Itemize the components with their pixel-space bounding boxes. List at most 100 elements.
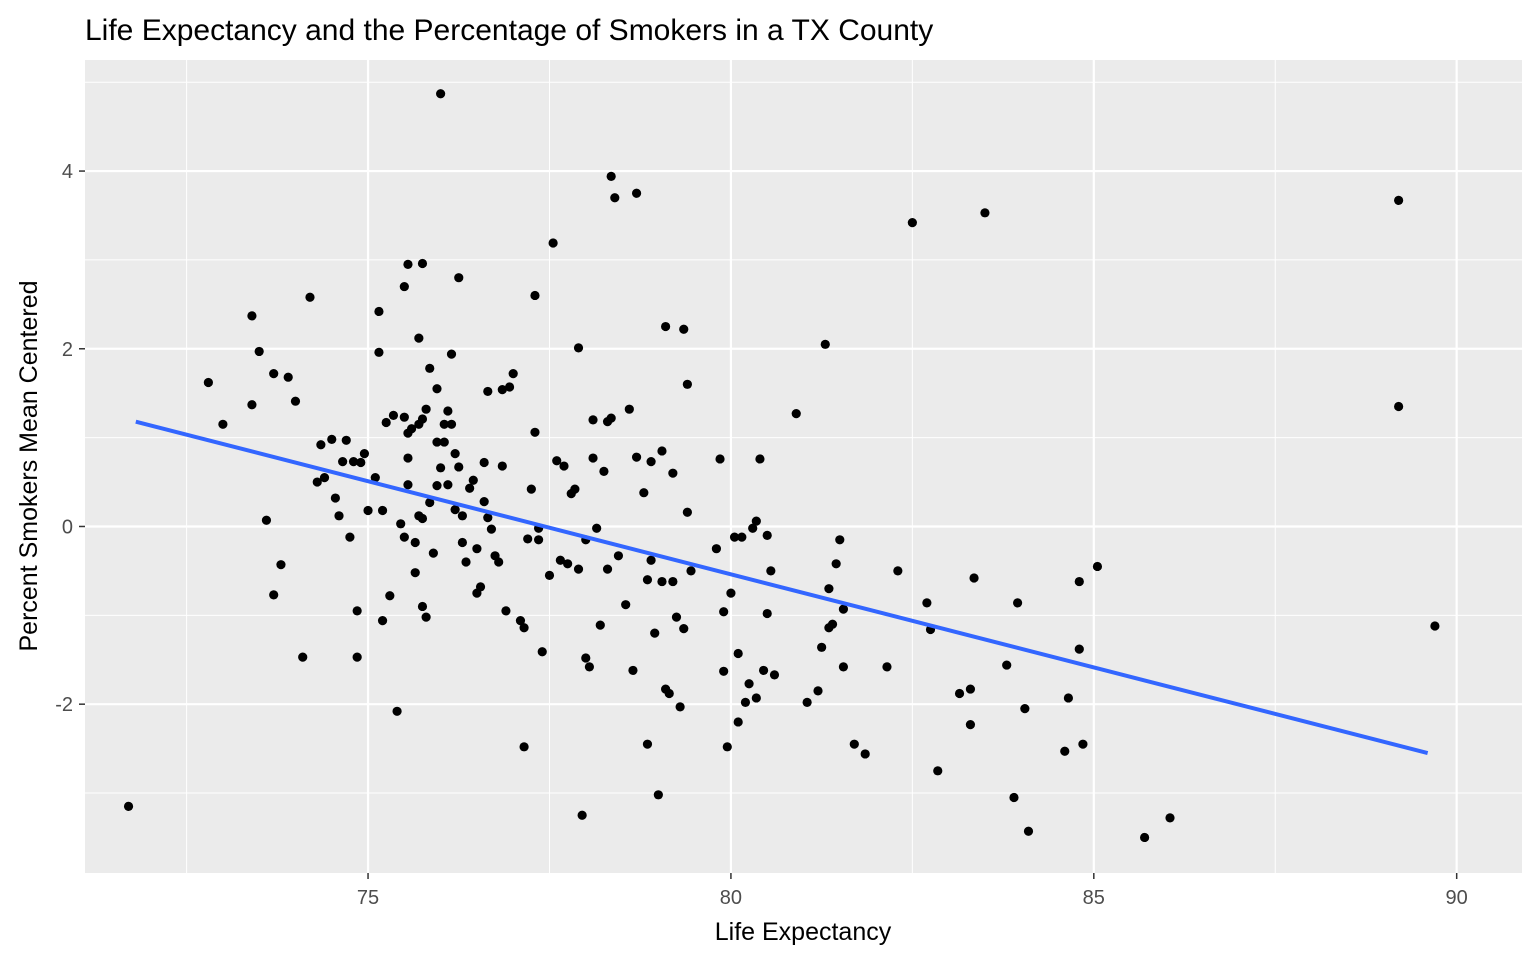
data-point	[646, 457, 656, 467]
data-point	[737, 532, 747, 542]
data-point	[276, 560, 286, 570]
data-point	[642, 575, 653, 585]
data-point	[523, 534, 533, 544]
data-point	[602, 564, 613, 574]
data-point	[519, 623, 529, 633]
data-point	[450, 449, 460, 459]
data-point	[417, 513, 428, 524]
data-point	[653, 790, 663, 800]
x-axis: 75 80 85 90	[357, 873, 1468, 909]
data-point	[483, 386, 493, 397]
data-point	[283, 372, 293, 382]
data-point	[526, 484, 536, 494]
data-point	[443, 406, 453, 416]
data-point	[363, 505, 373, 516]
data-point	[827, 619, 838, 629]
data-point	[824, 584, 834, 594]
data-point	[406, 424, 417, 434]
data-point	[642, 739, 653, 749]
data-point	[671, 612, 682, 622]
data-point	[497, 385, 507, 395]
data-point	[592, 523, 602, 533]
data-point	[381, 417, 391, 428]
data-point	[751, 516, 761, 526]
data-point	[479, 457, 489, 468]
data-point	[813, 686, 823, 696]
data-point	[519, 742, 529, 752]
data-point	[715, 454, 725, 464]
data-point	[624, 404, 634, 414]
data-point	[584, 662, 595, 672]
data-point	[820, 339, 830, 349]
data-point	[679, 624, 689, 634]
data-point	[290, 396, 301, 406]
data-point	[661, 321, 671, 332]
data-point	[504, 382, 515, 392]
data-point	[436, 89, 446, 99]
y-tick-label: 4	[62, 161, 73, 183]
data-point	[472, 544, 482, 554]
plot-panel	[85, 60, 1522, 873]
data-point	[817, 642, 827, 652]
data-point	[494, 557, 504, 567]
data-point	[457, 537, 467, 548]
data-point	[312, 477, 322, 487]
data-point	[410, 537, 420, 548]
data-point	[1078, 739, 1088, 749]
data-point	[893, 566, 903, 576]
data-point	[733, 648, 743, 659]
data-point	[802, 697, 812, 708]
data-point	[719, 607, 729, 617]
data-point	[261, 515, 272, 525]
data-point	[432, 384, 442, 394]
data-point	[849, 739, 859, 749]
data-point	[348, 457, 359, 467]
data-point	[1394, 195, 1404, 205]
data-point	[613, 551, 624, 561]
data-point	[410, 568, 420, 578]
y-tick-label: 2	[62, 339, 73, 361]
data-point	[334, 511, 344, 521]
data-point	[461, 557, 471, 567]
x-tick-label: 80	[720, 887, 742, 909]
data-point	[374, 347, 384, 357]
data-point	[403, 480, 413, 490]
data-point	[657, 576, 667, 587]
data-point	[530, 290, 540, 301]
data-point	[639, 488, 649, 498]
data-point	[628, 665, 638, 676]
data-point	[559, 461, 569, 471]
data-point	[791, 409, 801, 419]
data-point	[933, 766, 943, 776]
data-point	[316, 440, 326, 450]
data-point	[392, 706, 402, 716]
data-point	[269, 590, 279, 600]
x-tick-label: 75	[357, 887, 379, 909]
data-point	[515, 616, 526, 626]
data-point	[599, 466, 609, 476]
data-point	[748, 523, 758, 533]
data-point	[965, 684, 976, 694]
data-point	[436, 463, 446, 473]
data-point	[733, 717, 743, 727]
data-point	[417, 414, 428, 424]
data-point	[751, 693, 761, 703]
data-point	[664, 688, 674, 699]
data-point	[254, 346, 264, 357]
data-point	[1165, 813, 1175, 823]
data-point	[1092, 561, 1103, 572]
data-point	[762, 608, 772, 619]
data-point	[446, 419, 457, 429]
data-point	[218, 419, 228, 429]
data-point	[1074, 644, 1084, 654]
data-point	[621, 600, 631, 610]
x-axis-title: Life Expectancy	[715, 918, 892, 946]
data-point	[682, 379, 692, 389]
data-point	[835, 535, 845, 545]
data-point	[396, 519, 406, 529]
data-point	[766, 566, 776, 576]
trend-line	[135, 419, 1429, 755]
data-point	[668, 576, 678, 587]
data-point	[573, 343, 584, 353]
